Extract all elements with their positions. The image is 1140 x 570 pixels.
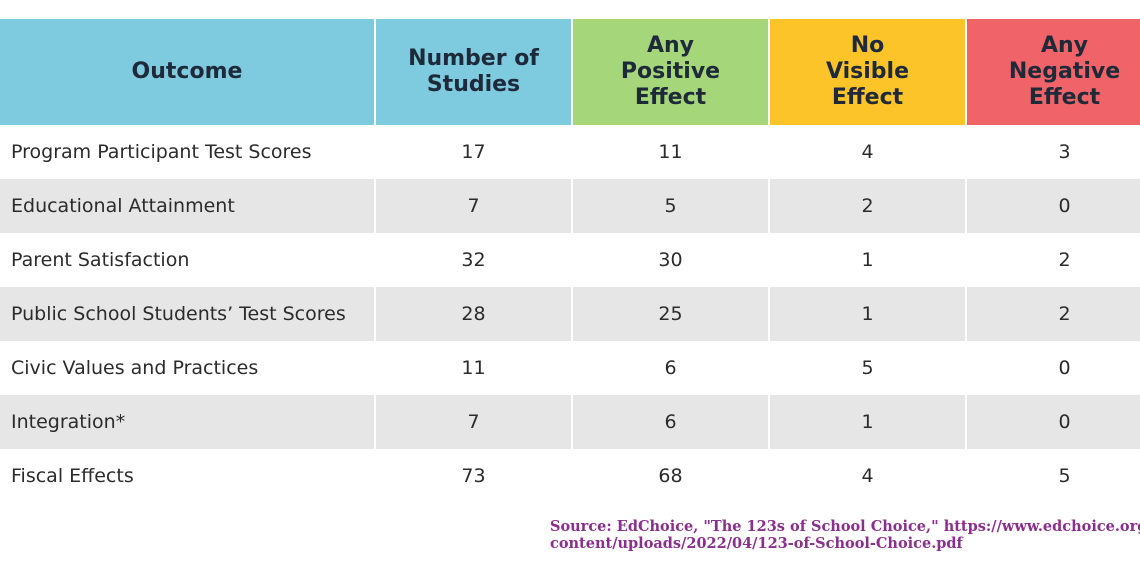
cell-any-negative-effect: 3: [966, 125, 1140, 179]
cell-any-positive-effect: 25: [572, 287, 770, 341]
cell-any-negative-effect: 2: [966, 287, 1140, 341]
table-row: Integration* 7 6 1 0: [0, 395, 1140, 449]
table-row: Civic Values and Practices 11 6 5 0: [0, 341, 1140, 395]
row-label: Educational Attainment: [0, 179, 376, 233]
header-no-visible-effect: No Visible Effect: [769, 19, 967, 125]
cell-no-visible-effect: 1: [769, 287, 967, 341]
outcomes-table: Outcome Number of Studies Any Positive E…: [0, 19, 1140, 503]
source-line-1: Source: EdChoice, "The 123s of School Ch…: [550, 518, 1140, 535]
row-label: Public School Students’ Test Scores: [0, 287, 376, 341]
cell-number-of-studies: 17: [375, 125, 573, 179]
header-any-negative-effect: Any Negative Effect: [966, 19, 1140, 125]
table-row: Program Participant Test Scores 17 11 4 …: [0, 125, 1140, 179]
table-row: Parent Satisfaction 32 30 1 2: [0, 233, 1140, 287]
cell-no-visible-effect: 2: [769, 179, 967, 233]
row-label: Civic Values and Practices: [0, 341, 376, 395]
row-label: Parent Satisfaction: [0, 233, 376, 287]
cell-any-positive-effect: 68: [572, 449, 770, 503]
cell-number-of-studies: 32: [375, 233, 573, 287]
cell-any-negative-effect: 0: [966, 341, 1140, 395]
header-number-of-studies: Number of Studies: [375, 19, 573, 125]
cell-no-visible-effect: 1: [769, 233, 967, 287]
cell-number-of-studies: 11: [375, 341, 573, 395]
cell-no-visible-effect: 4: [769, 125, 967, 179]
cell-any-negative-effect: 0: [966, 395, 1140, 449]
row-label: Program Participant Test Scores: [0, 125, 376, 179]
table-row: Educational Attainment 7 5 2 0: [0, 179, 1140, 233]
cell-no-visible-effect: 4: [769, 449, 967, 503]
cell-any-positive-effect: 6: [572, 341, 770, 395]
cell-any-positive-effect: 5: [572, 179, 770, 233]
header-any-positive-effect: Any Positive Effect: [572, 19, 770, 125]
header-row: Outcome Number of Studies Any Positive E…: [0, 19, 1140, 125]
cell-number-of-studies: 7: [375, 179, 573, 233]
cell-number-of-studies: 28: [375, 287, 573, 341]
outcomes-table-container: Outcome Number of Studies Any Positive E…: [0, 19, 1140, 503]
cell-any-negative-effect: 0: [966, 179, 1140, 233]
header-outcome: Outcome: [0, 19, 376, 125]
cell-any-positive-effect: 11: [572, 125, 770, 179]
cell-any-negative-effect: 2: [966, 233, 1140, 287]
table-row: Public School Students’ Test Scores 28 2…: [0, 287, 1140, 341]
cell-any-positive-effect: 30: [572, 233, 770, 287]
row-label: Fiscal Effects: [0, 449, 376, 503]
cell-number-of-studies: 73: [375, 449, 573, 503]
cell-any-positive-effect: 6: [572, 395, 770, 449]
table-row: Fiscal Effects 73 68 4 5: [0, 449, 1140, 503]
cell-no-visible-effect: 5: [769, 341, 967, 395]
cell-no-visible-effect: 1: [769, 395, 967, 449]
cell-number-of-studies: 7: [375, 395, 573, 449]
source-line-2: content/uploads/2022/04/123-of-School-Ch…: [550, 535, 963, 552]
source-citation: Source: EdChoice, "The 123s of School Ch…: [550, 518, 1140, 552]
row-label: Integration*: [0, 395, 376, 449]
cell-any-negative-effect: 5: [966, 449, 1140, 503]
